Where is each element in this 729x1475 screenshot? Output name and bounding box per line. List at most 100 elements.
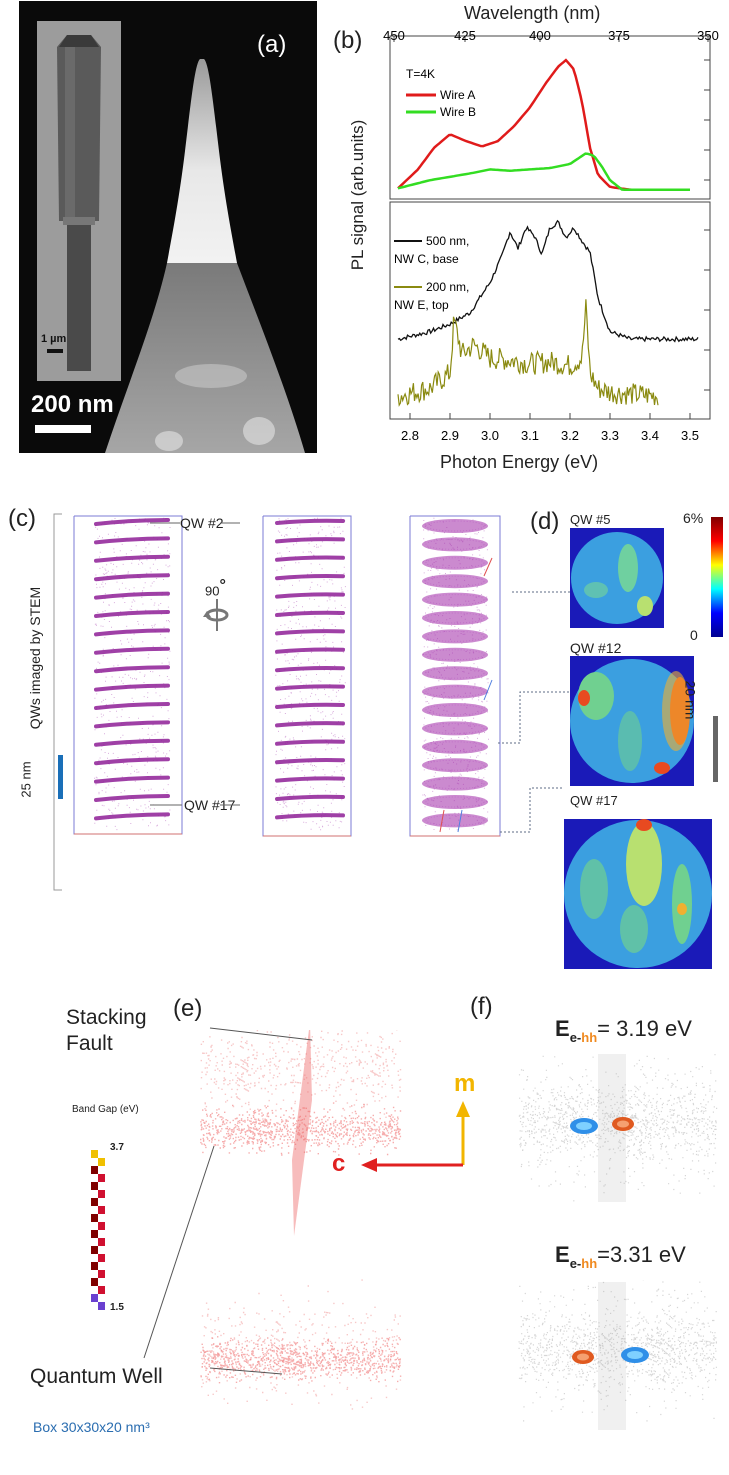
map-connector-lines	[498, 591, 570, 833]
qw2-leader-line	[150, 522, 240, 524]
quantum-well-disk	[422, 721, 488, 736]
series-line-3	[397, 219, 699, 343]
box-size-label: Box 30x30x20 nm³	[33, 1419, 150, 1435]
legend-nwc-line2: NW C, base	[394, 252, 459, 266]
series-line-2	[397, 152, 690, 191]
checker-cell	[91, 1198, 98, 1206]
quantum-well-disk	[422, 795, 488, 809]
main-scale-label: 200 nm	[31, 391, 114, 418]
quantum-well-layer	[275, 537, 345, 544]
stacking-fault-line1: Stacking	[66, 1006, 147, 1029]
checker-cell	[91, 1302, 98, 1310]
quantum-well-disk	[422, 647, 488, 662]
quantum-well-disk	[422, 813, 488, 828]
quantum-well-disk-texture	[425, 741, 485, 753]
bottom-axis-title: Photon Energy (eV)	[440, 452, 599, 472]
energy-sub-e-top: e-	[569, 1030, 582, 1045]
x-tick-label: 3.2	[561, 428, 579, 443]
atom-cloud-points	[200, 1102, 402, 1156]
upper-plot-frame	[389, 35, 711, 200]
apt-reconstruction-2	[262, 515, 352, 837]
quantum-well-disk-texture	[425, 520, 485, 532]
quantum-well-layer	[94, 738, 170, 747]
checker-cell	[91, 1182, 98, 1190]
wavefunction-cloud-top	[518, 1054, 718, 1202]
quantum-well-layer	[275, 518, 345, 525]
quantum-well-disk-texture	[425, 796, 485, 808]
atom-scatter	[275, 517, 346, 831]
checker-cell	[91, 1230, 98, 1238]
top-tick-400: 400	[529, 28, 551, 43]
y-axis-title: PL signal (arb.units)	[348, 119, 367, 271]
quantum-well-layer	[275, 813, 345, 820]
temperature-label: T=4K	[406, 67, 435, 81]
inset-scale-bar	[47, 349, 63, 353]
legend-nwe-line1: 200 nm,	[426, 280, 469, 294]
x-tick-label: 2.8	[401, 428, 419, 443]
checker-cell	[91, 1166, 98, 1174]
checker-cell	[98, 1206, 105, 1214]
colorbar-max: 6%	[683, 510, 704, 526]
quantum-well-layer	[275, 776, 345, 783]
rotation-degree: °	[219, 577, 226, 594]
energy-value-bottom: =3.31 eV	[597, 1242, 686, 1267]
quantum-well-layer	[94, 794, 170, 802]
checker-cell	[98, 1262, 105, 1270]
electron-wavefunction-core	[627, 1351, 643, 1359]
checker-cell	[91, 1246, 98, 1254]
checker-cell	[98, 1182, 105, 1190]
electron-wavefunction-core	[576, 1122, 592, 1130]
energy-value-top: = 3.19 eV	[597, 1016, 692, 1041]
quantum-well-layer	[94, 720, 170, 729]
checker-cell	[98, 1230, 105, 1238]
red-arrow	[483, 557, 493, 577]
checker-cell	[98, 1214, 105, 1222]
checker-cell	[91, 1222, 98, 1230]
quantum-well-disk	[422, 666, 488, 681]
checker-cell	[98, 1246, 105, 1254]
quantum-well-disk-texture	[425, 778, 485, 790]
quantum-well-layer	[275, 555, 345, 562]
checker-cell	[91, 1150, 98, 1158]
wavefunction-background	[518, 1280, 717, 1422]
quantum-well-layer	[94, 610, 170, 618]
panel-e-label: (e)	[173, 995, 203, 1022]
scale-20nm-label: 20 nm	[682, 680, 699, 720]
quantum-well-disk	[422, 574, 488, 589]
axis-c-label: c	[332, 1150, 346, 1177]
x-tick-label: 2.9	[441, 428, 459, 443]
pl-spectra-plot: 2.8 2.9 3.0 3.1 3.2 3.3 3.4 3.5 450 425 400 375…	[383, 28, 719, 443]
quantum-well-layer	[275, 665, 345, 673]
energy-sub-hh-top: hh	[581, 1030, 598, 1045]
stem-bracket	[53, 513, 62, 891]
atom-scatter	[94, 517, 171, 831]
atom-cloud-e	[200, 1030, 402, 1410]
checker-cell	[91, 1214, 98, 1222]
legend-wire-b-label: Wire B	[440, 105, 476, 119]
quantum-well-layer	[94, 536, 170, 545]
quantum-well-layer	[94, 683, 170, 692]
quantum-well-layer	[275, 629, 345, 636]
checker-cell	[98, 1294, 105, 1302]
checker-cell	[98, 1150, 105, 1158]
blue-arrow	[457, 809, 463, 833]
quantum-well-disk	[422, 611, 488, 625]
checker-cell	[98, 1198, 105, 1206]
checker-cell	[91, 1262, 98, 1270]
red-arrow	[439, 809, 445, 833]
x-tick-label: 3.0	[481, 428, 499, 443]
checker-cell	[98, 1278, 105, 1286]
quantum-well-layer	[94, 554, 170, 563]
quantum-well-disk	[422, 684, 488, 699]
callout-lines-e	[143, 1027, 313, 1375]
axis-m-label: m	[454, 1070, 476, 1097]
qw5-map-label: QW #5	[570, 512, 611, 527]
checker-cell	[98, 1190, 105, 1198]
checker-cell	[98, 1166, 105, 1174]
quantum-well-disk-texture	[425, 538, 485, 550]
bounding-box	[73, 515, 183, 835]
checker-cell	[98, 1302, 105, 1310]
checker-cell	[91, 1174, 98, 1182]
legend-wire-a-label: Wire A	[440, 88, 475, 102]
composition-map-qw5	[570, 528, 664, 628]
